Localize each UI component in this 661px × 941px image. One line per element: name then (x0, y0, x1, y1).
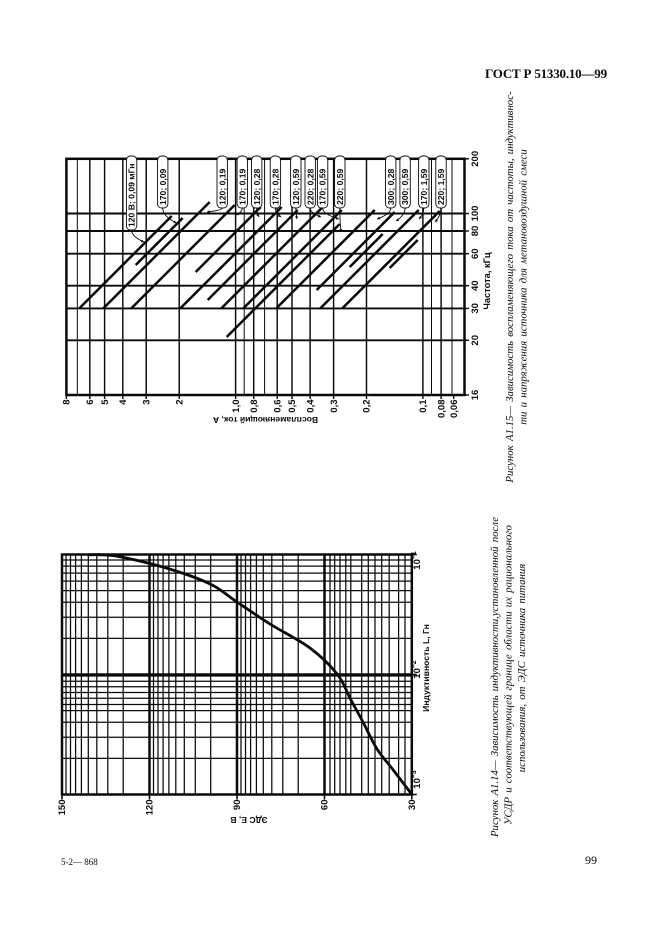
svg-text:Частота, кГц: Частота, кГц (482, 252, 492, 310)
svg-text:4: 4 (118, 399, 129, 405)
svg-text:0,2: 0,2 (362, 400, 373, 413)
svg-text:использования, от ЭДС источник: использования, от ЭДС источника питания (516, 564, 528, 773)
svg-text:16: 16 (470, 390, 481, 401)
svg-text:0,06: 0,06 (449, 400, 460, 419)
svg-text:120; 0,19: 120; 0,19 (217, 168, 227, 205)
svg-text:0,3: 0,3 (329, 400, 340, 413)
svg-text:0,4: 0,4 (305, 399, 316, 413)
svg-text:300; 0,28: 300; 0,28 (386, 168, 396, 205)
svg-text:220; 0,59: 220; 0,59 (335, 168, 345, 205)
svg-text:0,08: 0,08 (436, 400, 447, 419)
svg-text:30: 30 (470, 303, 481, 314)
svg-text:0,6: 0,6 (272, 400, 283, 413)
svg-text:0,8: 0,8 (249, 400, 260, 413)
svg-text:Воспламеняющий ток, А: Воспламеняющий ток, А (213, 415, 318, 425)
svg-text:300; 0,59: 300; 0,59 (400, 168, 410, 205)
svg-text:1,0: 1,0 (231, 400, 242, 413)
svg-text:3: 3 (141, 400, 152, 405)
svg-text:120: 120 (145, 800, 156, 816)
svg-text:Индуктивность L, Гн: Индуктивность L, Гн (421, 624, 431, 712)
svg-text:170; 0,28: 170; 0,28 (271, 168, 281, 205)
svg-text:200: 200 (470, 151, 481, 167)
svg-text:60: 60 (320, 800, 331, 811)
svg-text:5: 5 (100, 399, 111, 405)
svg-text:0,5: 0,5 (287, 399, 298, 413)
svg-text:220; 0,28: 220; 0,28 (305, 168, 315, 205)
svg-text:ЭДС Е, В: ЭДС Е, В (230, 815, 267, 825)
svg-text:170; 1,59: 170; 1,59 (419, 168, 429, 205)
svg-text:0,1: 0,1 (418, 399, 429, 413)
svg-text:40: 40 (470, 280, 481, 291)
svg-text:2: 2 (174, 400, 185, 405)
svg-text:ГОСТ Р 51330.10—99: ГОСТ Р 51330.10—99 (485, 66, 608, 81)
svg-text:8: 8 (62, 400, 73, 405)
svg-text:150: 150 (57, 800, 68, 816)
svg-text:90: 90 (232, 800, 243, 811)
svg-text:99: 99 (585, 853, 597, 867)
svg-text:20: 20 (470, 335, 481, 346)
svg-text:80: 80 (470, 226, 481, 237)
svg-text:170; 0,19: 170; 0,19 (237, 168, 247, 205)
svg-text:170; 0,59: 170; 0,59 (318, 168, 328, 205)
svg-text:60: 60 (470, 248, 481, 259)
svg-text:100: 100 (470, 206, 481, 222)
svg-text:170; 0,09: 170; 0,09 (158, 168, 168, 205)
svg-text:30: 30 (407, 800, 418, 811)
svg-text:120 В; 0,09 мГн: 120 В; 0,09 мГн (127, 163, 137, 227)
svg-text:6: 6 (85, 400, 96, 405)
svg-text:Рисунок А1.15— Зависимость вос: Рисунок А1.15— Зависимость воспламеняюще… (504, 91, 516, 484)
svg-text:УСДР и соответствующей границе: УСДР и соответствующей границе области и… (503, 524, 515, 824)
svg-text:ти и напряжения источника для: ти и напряжения источника для метановозд… (518, 149, 530, 425)
svg-text:120; 0,28: 120; 0,28 (252, 168, 262, 205)
svg-text:5-2— 868: 5-2— 868 (61, 857, 98, 867)
svg-text:120; 0,59: 120; 0,59 (291, 168, 301, 205)
svg-text:220; 1,59: 220; 1,59 (436, 168, 446, 205)
svg-text:Рисунок А1.14— Зависимость инд: Рисунок А1.14— Зависимость индуктивности… (489, 517, 501, 838)
